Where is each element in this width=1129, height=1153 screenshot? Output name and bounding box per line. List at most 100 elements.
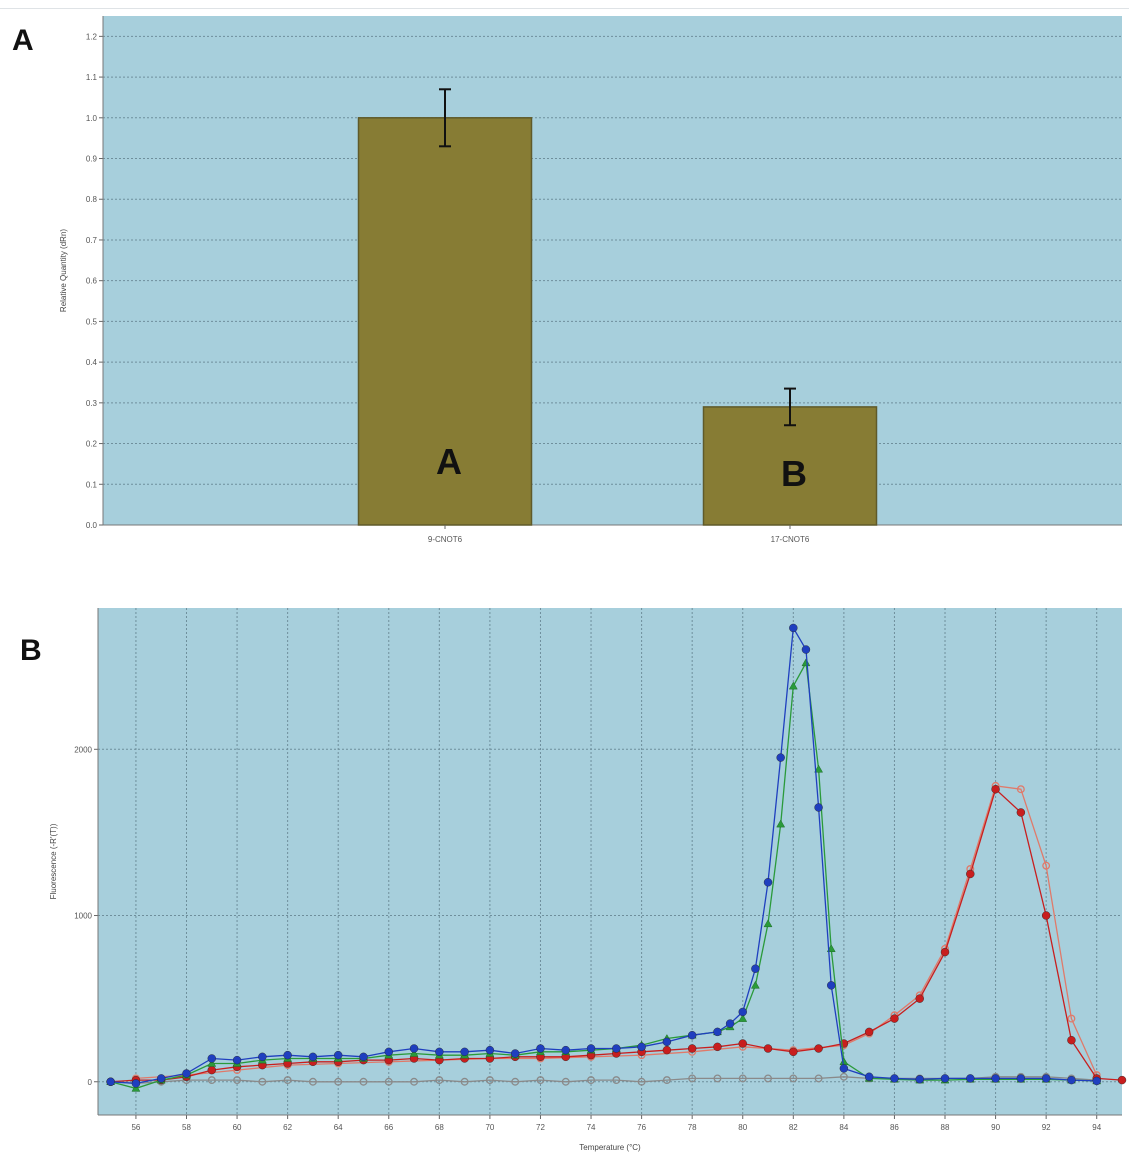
data-point-red [890, 1014, 899, 1023]
data-point-green [409, 1048, 419, 1057]
data-point-salmon [1016, 785, 1025, 794]
data-point-green [207, 1058, 217, 1067]
data-point-green [801, 658, 811, 667]
y-axis-label-b: Fluorescence (-R'(T)) [49, 823, 58, 899]
y-tick-label-a: 0.8 [86, 195, 98, 204]
data-point-gray [308, 1077, 317, 1086]
x-tick-label-b: 60 [233, 1123, 242, 1132]
bar-label-2: B [781, 453, 807, 494]
data-point-blue [561, 1045, 570, 1055]
x-tick-label-b: 86 [890, 1123, 899, 1132]
data-point-blue [232, 1055, 242, 1065]
x-tick-label-a: 17-CNOT6 [771, 535, 810, 544]
data-point-green [750, 980, 760, 989]
series-blue [106, 623, 1101, 1088]
data-point-blue [725, 1019, 735, 1028]
bar-2 [702, 406, 878, 526]
data-point-blue [460, 1047, 469, 1057]
data-point-blue [814, 803, 823, 812]
data-point-blue [864, 1072, 874, 1081]
data-point-red [915, 994, 924, 1003]
data-point-blue [966, 1074, 975, 1083]
x-tick-label-b: 62 [283, 1123, 292, 1132]
data-point-blue [384, 1047, 393, 1057]
x-tick-label-b: 78 [688, 1123, 697, 1132]
data-point-red [738, 1039, 747, 1048]
data-point-red [1016, 808, 1026, 817]
plot-area-a [103, 16, 1122, 525]
data-point-red [864, 1027, 874, 1037]
data-point-blue [751, 964, 760, 973]
data-point-blue [637, 1042, 646, 1052]
data-point-blue [435, 1047, 444, 1057]
data-point-blue [510, 1049, 520, 1058]
x-tick-label-b: 66 [384, 1123, 393, 1132]
y-tick-label-b: 1000 [74, 912, 92, 921]
data-point-blue [333, 1050, 343, 1060]
data-point-blue [662, 1037, 672, 1047]
data-point-blue [1092, 1076, 1101, 1086]
data-point-blue [612, 1044, 621, 1053]
data-point-gray [789, 1074, 798, 1083]
data-point-gray [738, 1074, 747, 1083]
data-point-red [763, 1044, 773, 1053]
data-point-blue [258, 1052, 267, 1062]
data-point-gray [283, 1076, 292, 1085]
y-tick-label-a: 0.7 [86, 236, 98, 245]
data-point-blue [308, 1052, 318, 1062]
data-point-blue [991, 1074, 1000, 1083]
data-point-blue [283, 1050, 292, 1060]
x-tick-label-b: 82 [789, 1123, 798, 1132]
data-point-red [814, 1044, 823, 1053]
data-point-blue [890, 1074, 899, 1083]
x-tick-label-b: 68 [435, 1123, 444, 1132]
x-tick-label-b: 70 [485, 1123, 494, 1132]
data-point-blue [1067, 1075, 1076, 1085]
plot-area-b [98, 608, 1122, 1115]
data-point-gray [688, 1074, 697, 1083]
data-point-red [1067, 1035, 1076, 1045]
x-tick-label-b: 56 [131, 1123, 140, 1132]
bar-label-1: A [436, 441, 462, 482]
data-point-blue [763, 878, 773, 887]
x-tick-label-b: 92 [1042, 1123, 1051, 1132]
data-point-blue [1041, 1074, 1051, 1083]
data-point-blue [827, 981, 836, 990]
panel-a-letter: A [12, 24, 34, 57]
data-point-green [788, 681, 798, 690]
data-point-blue [915, 1075, 924, 1084]
data-point-blue [106, 1077, 115, 1086]
data-point-gray [511, 1077, 520, 1086]
data-point-gray [814, 1074, 823, 1083]
data-point-gray [839, 1072, 848, 1081]
data-point-gray [384, 1077, 393, 1086]
x-tick-label-b: 88 [941, 1123, 950, 1132]
y-tick-label-b: 0 [88, 1078, 93, 1087]
bar-chart-a: 0.0 0.1 0.2 0.3 0.4 0.5 0.6 0.7 0.8 0.9 1.0 1.1 1.2 R… [59, 16, 1122, 544]
data-point-blue [713, 1027, 722, 1037]
data-point-blue [586, 1044, 596, 1053]
data-point-blue [801, 645, 811, 654]
x-tick-label-b: 74 [587, 1123, 596, 1132]
panel-b-letter: B [20, 634, 42, 667]
data-point-red [687, 1044, 697, 1053]
y-tick-label-a: 1.2 [86, 32, 98, 41]
x-tick-label-b: 80 [738, 1123, 747, 1132]
y-tick-label-a: 0.1 [86, 480, 98, 489]
y-tick-label-a: 0.4 [86, 358, 98, 367]
data-point-blue [182, 1069, 191, 1078]
x-tick-label-b: 84 [839, 1123, 848, 1132]
data-point-gray [334, 1077, 343, 1086]
data-point-red [207, 1065, 216, 1075]
x-tick-label-b: 90 [991, 1123, 1000, 1132]
data-point-gray [485, 1076, 494, 1085]
y-tick-label-b: 2000 [74, 745, 92, 754]
data-point-blue [359, 1052, 368, 1062]
data-point-green [131, 1083, 141, 1092]
bar-1 [357, 117, 533, 526]
y-tick-label-a: 1.1 [86, 73, 98, 82]
y-tick-label-a: 0.0 [86, 521, 98, 530]
data-point-gray [207, 1076, 216, 1085]
data-point-salmon [1042, 861, 1051, 870]
